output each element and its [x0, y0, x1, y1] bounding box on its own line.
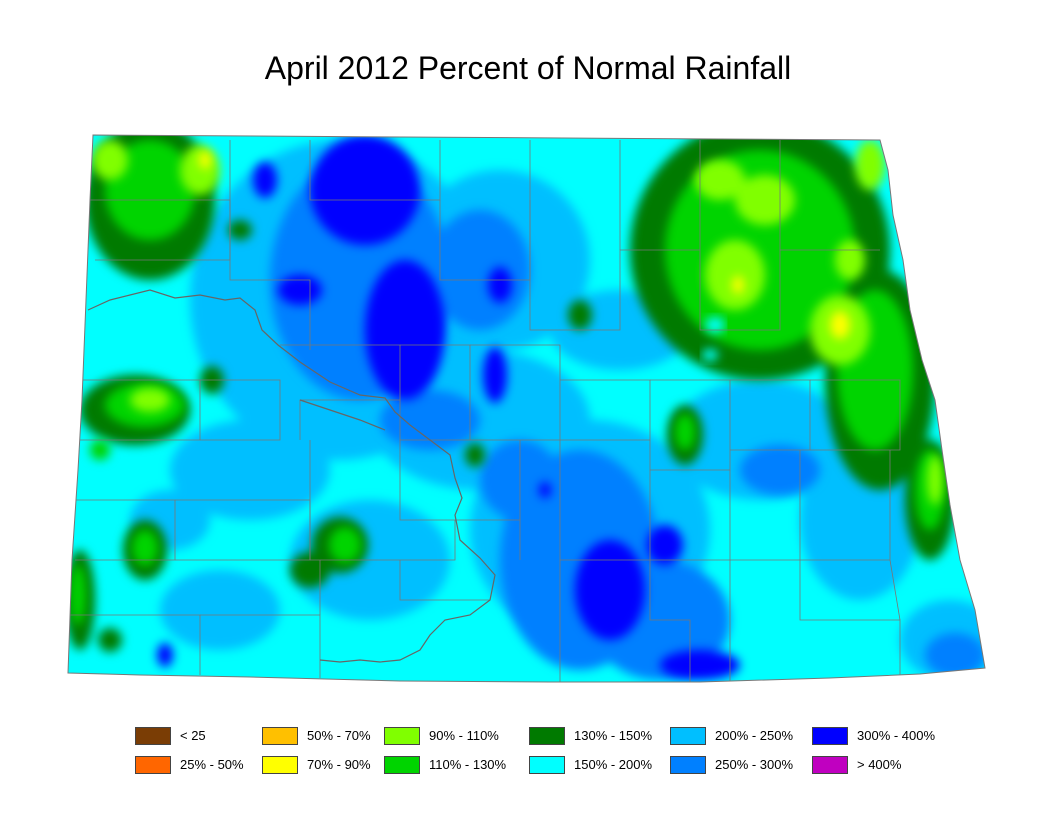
zone-90-110 [92, 140, 943, 505]
legend-label: 250% - 300% [715, 757, 794, 772]
legend-label: > 400% [857, 757, 902, 772]
legend-swatch [262, 727, 298, 745]
county-lines [70, 140, 901, 682]
legend-swatch [529, 727, 565, 745]
state-border [67, 134, 986, 683]
legend-label: 150% - 200% [574, 757, 653, 772]
legend-swatch [135, 756, 171, 774]
legend-label: 25% - 50% [180, 757, 244, 772]
zone-300-400 [157, 135, 740, 680]
legend-swatch [812, 727, 848, 745]
legend-label: 130% - 150% [574, 728, 653, 743]
legend-label: 200% - 250% [715, 728, 794, 743]
river-lines [87, 289, 496, 663]
legend-label: 90% - 110% [429, 728, 499, 743]
legend-swatch [384, 727, 420, 745]
legend-swatch [262, 756, 298, 774]
legend-swatch [670, 756, 706, 774]
legend-label: 50% - 70% [307, 728, 371, 743]
legend-swatch [384, 756, 420, 774]
legend-swatch [670, 727, 706, 745]
legend-label: 110% - 130% [429, 757, 507, 772]
legend-swatch [812, 756, 848, 774]
legend-label: < 25 [180, 728, 206, 743]
legend-label: 70% - 90% [307, 757, 371, 772]
legend-label: 300% - 400% [857, 728, 936, 743]
legend-swatch [135, 727, 171, 745]
zone-150-200-holes [702, 317, 725, 361]
legend-swatch [529, 756, 565, 774]
zone-70-90 [199, 151, 850, 339]
map-title: April 2012 Percent of Normal Rainfall [264, 50, 792, 86]
